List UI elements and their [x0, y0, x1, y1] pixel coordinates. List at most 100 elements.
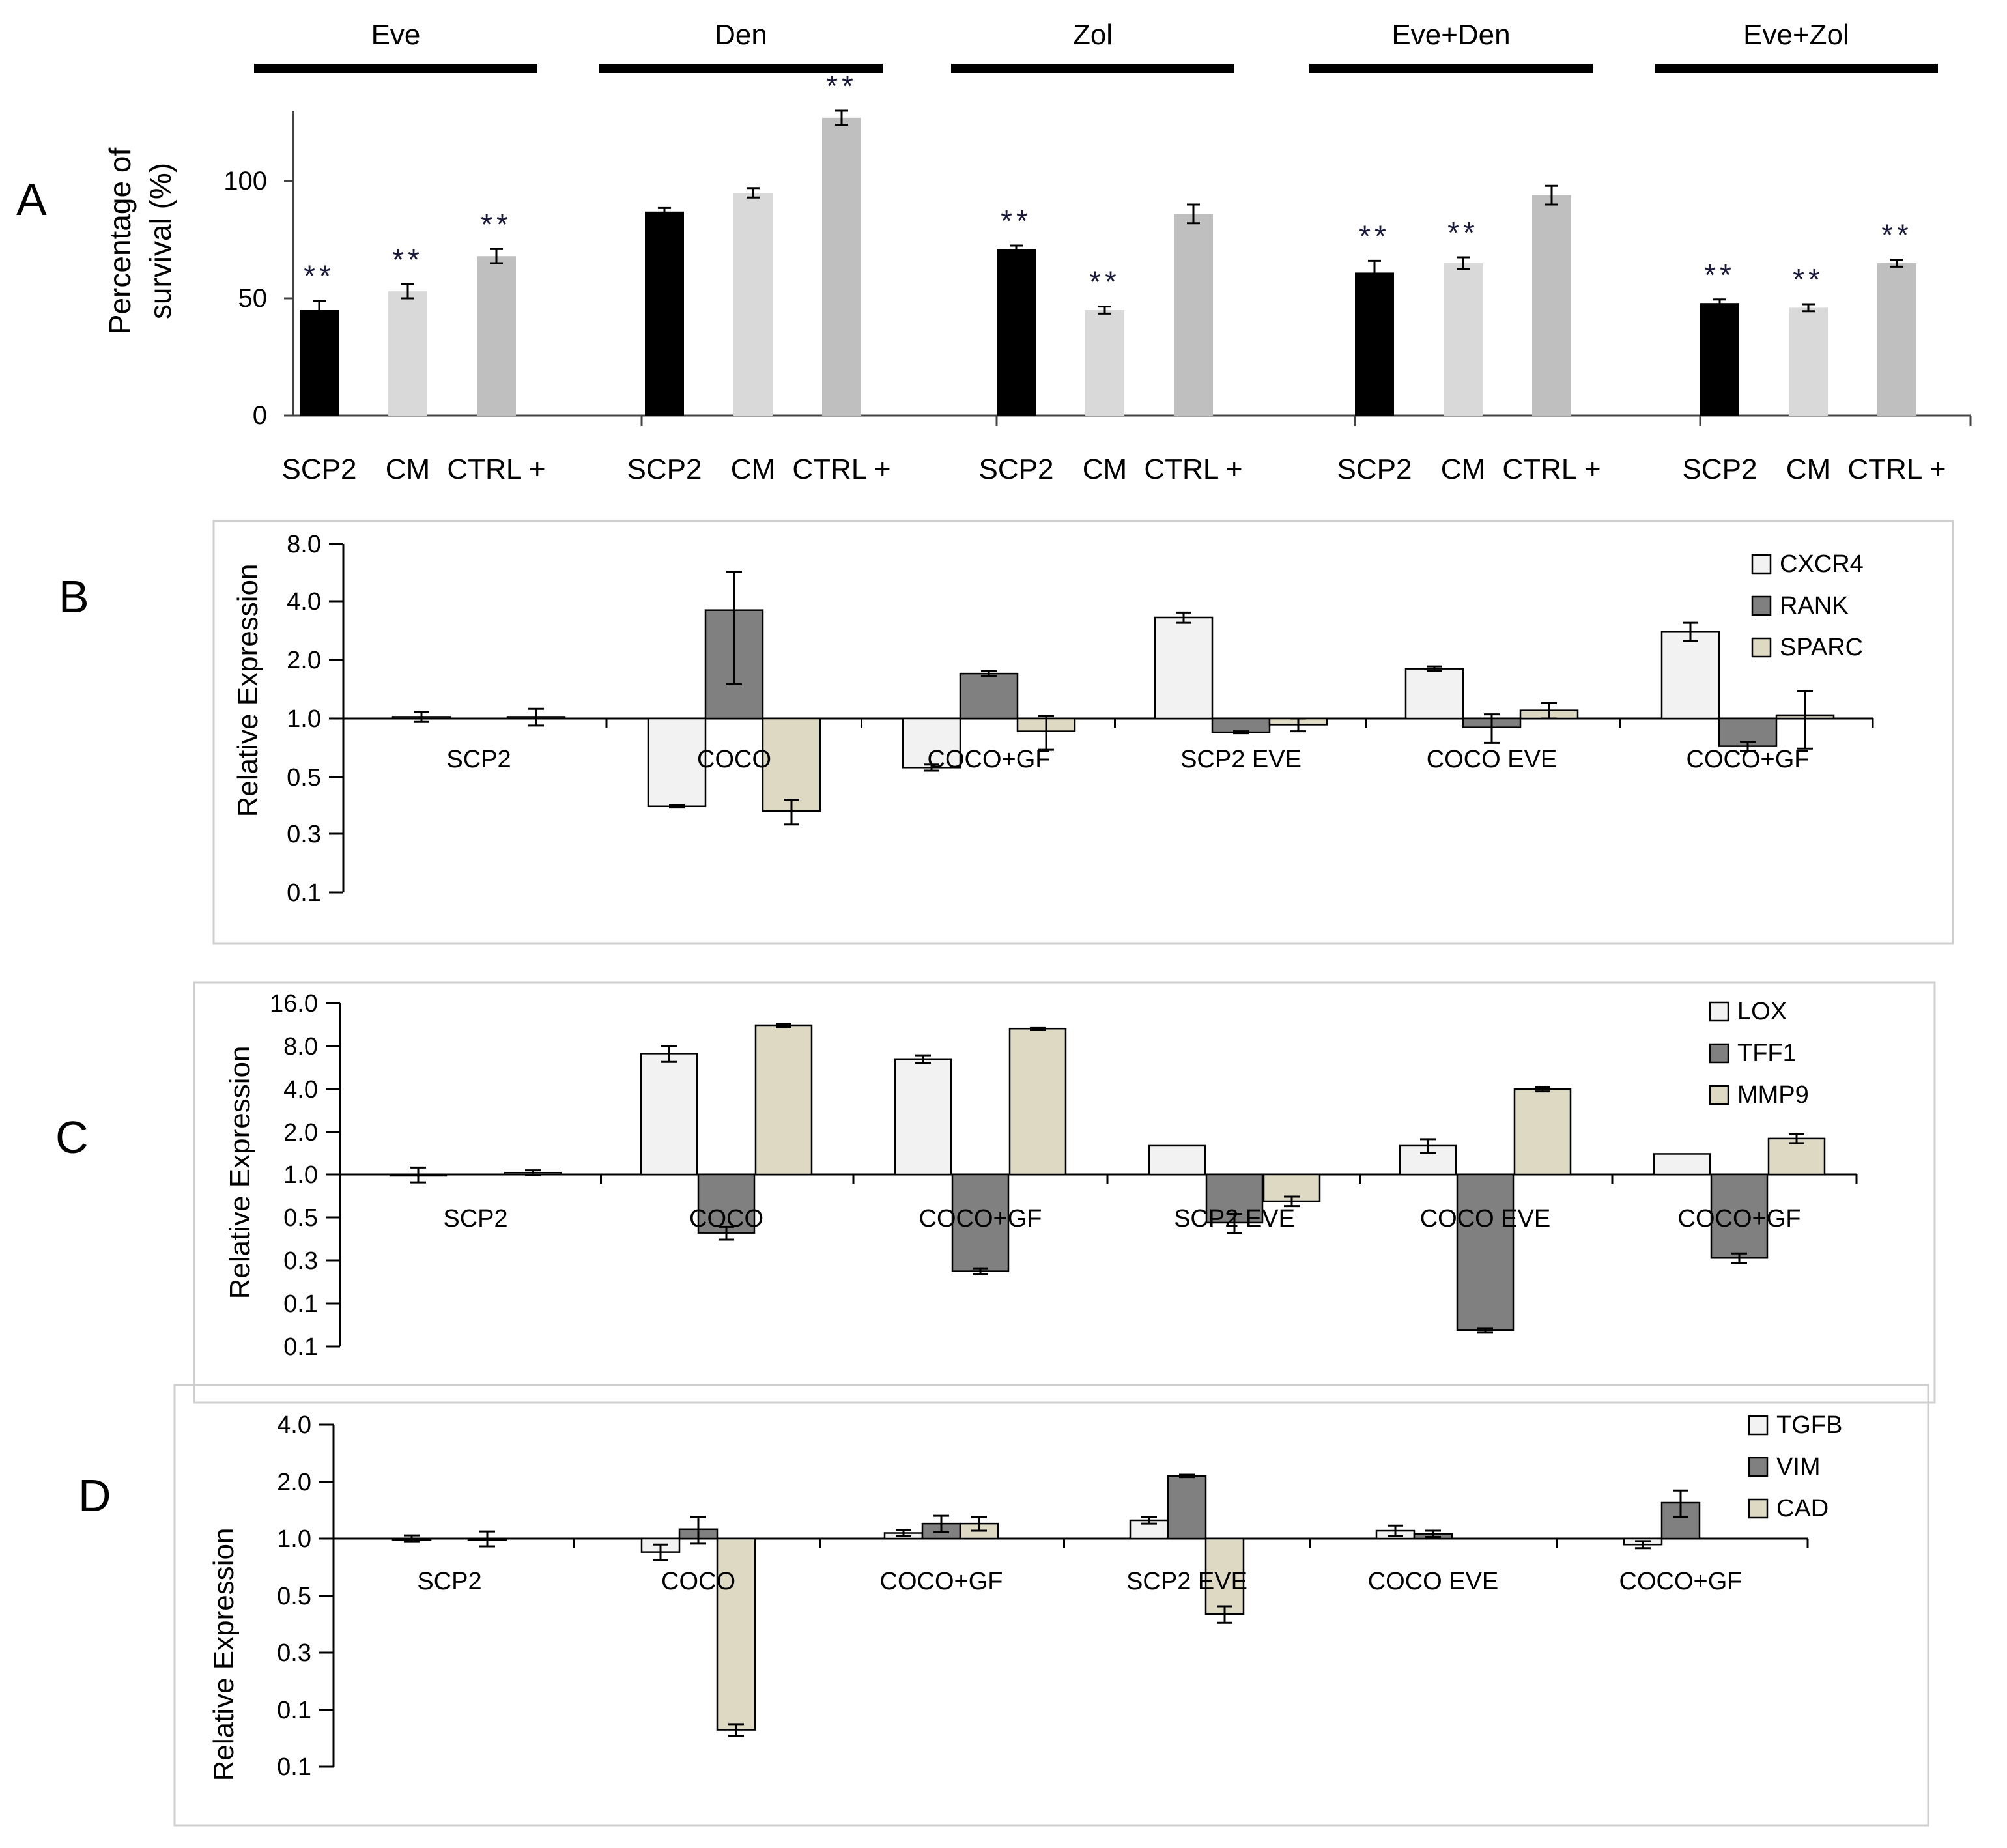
- y-tick-label: 1.0: [277, 1526, 311, 1553]
- y-axis-label-line2: survival (%): [143, 163, 177, 319]
- x-tick-label: SCP2 EVE: [1126, 1568, 1247, 1595]
- significance-marker: **: [826, 69, 857, 103]
- y-axis-label: Relative Expression: [208, 1528, 240, 1782]
- significance-marker: **: [1359, 219, 1390, 253]
- bar-mmp9: [1008, 1027, 1067, 1176]
- bar-lox: [1653, 1153, 1711, 1176]
- group-label: Eve+Den: [1391, 19, 1510, 51]
- x-tick-label: CM: [731, 453, 775, 485]
- legend-label-tff1: TFF1: [1737, 1040, 1797, 1067]
- significance-marker: **: [1447, 216, 1479, 249]
- significance-marker: **: [481, 207, 512, 241]
- legend-label-mmp9: MMP9: [1737, 1081, 1809, 1109]
- panel-c-frame: [193, 981, 1936, 1404]
- x-tick-label: COCO: [697, 746, 771, 773]
- group-label: Eve: [371, 19, 421, 51]
- x-tick-label: SCP2: [1683, 453, 1758, 485]
- bar: [822, 117, 861, 416]
- x-tick-label: SCP2 EVE: [1180, 746, 1302, 773]
- significance-marker: **: [392, 242, 423, 276]
- y-tick-label: 2.0: [283, 1119, 318, 1146]
- significance-marker: **: [1089, 265, 1120, 299]
- y-axis-label: Relative Expression: [232, 564, 264, 817]
- bar-rank: [1211, 717, 1271, 733]
- group-label: Zol: [1073, 19, 1113, 51]
- y-tick-label: 2.0: [287, 647, 321, 674]
- legend-swatch-rank: [1751, 595, 1772, 616]
- y-tick-label: 0.3: [277, 1640, 311, 1667]
- y-tick-label: 100: [223, 167, 267, 195]
- x-tick-label: SCP2: [627, 453, 702, 485]
- bar-cad: [716, 1537, 756, 1731]
- x-tick-label: COCO: [661, 1568, 735, 1595]
- bar-mmp9: [754, 1024, 813, 1176]
- x-tick-label: COCO+GF: [1619, 1568, 1743, 1595]
- bar: [300, 310, 339, 416]
- y-tick-label: 4.0: [283, 1076, 318, 1103]
- x-tick-label: CTRL +: [792, 453, 890, 485]
- x-tick-label: CM: [1441, 453, 1485, 485]
- legend-swatch-lox: [1709, 1001, 1729, 1022]
- x-tick-label: SCP2: [446, 746, 511, 773]
- bar-lox: [1148, 1144, 1206, 1176]
- x-tick-label: COCO EVE: [1368, 1568, 1499, 1595]
- bar-tff1: [697, 1173, 756, 1234]
- x-tick-label: SCP2: [417, 1568, 481, 1595]
- group-label: Eve+Zol: [1743, 19, 1849, 51]
- bar: [997, 249, 1036, 416]
- y-tick-label: 50: [238, 284, 268, 313]
- bar-cad: [1204, 1537, 1245, 1615]
- legend-label-lox: LOX: [1737, 998, 1787, 1025]
- y-axis-label: Relative Expression: [224, 1046, 256, 1300]
- legend-swatch-cad: [1748, 1498, 1769, 1519]
- x-tick-label: SCP2: [1337, 453, 1412, 485]
- y-tick-label: 0: [253, 401, 267, 430]
- panel-d-frame: [173, 1384, 1929, 1827]
- legend-label-sparc: SPARC: [1780, 634, 1863, 661]
- bar-cxcr4: [647, 717, 707, 808]
- bar: [1877, 263, 1916, 416]
- panel-a-chart: 0 50 100 Percentage of survival (%) Eve ** SCP2…: [103, 19, 1972, 485]
- y-tick-label: 0.1: [283, 1290, 318, 1318]
- x-tick-label: SCP2: [443, 1205, 507, 1232]
- bar: [733, 193, 773, 416]
- legend-label-cad: CAD: [1776, 1495, 1829, 1522]
- bar: [645, 211, 684, 416]
- y-tick-label: 2.0: [277, 1469, 311, 1496]
- y-tick-label: 0.3: [287, 821, 321, 848]
- x-tick-label: CTRL +: [1502, 453, 1601, 485]
- panel-d-chart: 4.0 2.0 1.0 0.5 0.3 0.1 0.1 Relative Expression…: [208, 1412, 1842, 1781]
- significance-marker: **: [1001, 204, 1032, 238]
- significance-marker: **: [1704, 258, 1735, 292]
- legend-label-tgfb: TGFB: [1776, 1412, 1842, 1439]
- bar-cxcr4: [1404, 668, 1464, 720]
- legend-label-cxcr4: CXCR4: [1780, 550, 1864, 578]
- y-tick-label: 1.0: [287, 705, 321, 733]
- x-tick-label: CM: [1786, 453, 1830, 485]
- bar: [1700, 303, 1739, 416]
- bar-mmp9: [1767, 1137, 1826, 1176]
- bar-cxcr4: [1660, 631, 1720, 720]
- panel-c-chart: 16.0 8.0 4.0 2.0 1.0 0.5 0.3 0.1 0.1 Relative Exp…: [224, 990, 1858, 1361]
- x-tick-label: COCO+GF: [1678, 1205, 1801, 1232]
- y-tick-label: 0.3: [283, 1247, 318, 1275]
- bar-mmp9: [1513, 1088, 1572, 1176]
- bar-tff1: [1710, 1173, 1769, 1259]
- bar: [1355, 272, 1394, 416]
- x-tick-label: SCP2: [979, 453, 1054, 485]
- group-label: Den: [715, 19, 767, 51]
- panel-b-chart: 8.0 4.0 2.0 1.0 0.5 0.3 0.1 Relative Expression…: [232, 531, 1874, 907]
- y-tick-label: 1.0: [283, 1161, 318, 1189]
- bar: [1174, 214, 1213, 416]
- bar-lox: [894, 1058, 952, 1176]
- legend-swatch-sparc: [1751, 637, 1772, 658]
- y-axis-label-line1: Percentage of: [103, 148, 137, 335]
- y-tick-label: 0.5: [287, 764, 321, 791]
- legend-swatch-mmp9: [1709, 1085, 1729, 1105]
- y-tick-label: 0.1: [287, 879, 321, 907]
- x-tick-label: CTRL +: [1847, 453, 1946, 485]
- panel-b-frame: [212, 520, 1954, 945]
- legend-swatch-tgfb: [1748, 1415, 1769, 1436]
- bar: [1085, 310, 1124, 416]
- x-tick-label: CTRL +: [1144, 453, 1242, 485]
